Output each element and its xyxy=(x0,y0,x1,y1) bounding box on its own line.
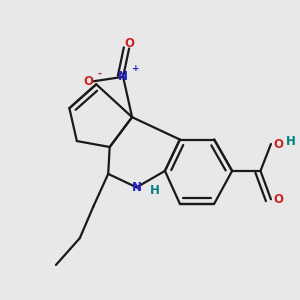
Text: O: O xyxy=(273,193,284,206)
Text: +: + xyxy=(132,64,140,73)
Text: H: H xyxy=(286,134,296,148)
Text: O: O xyxy=(83,75,93,88)
Text: O: O xyxy=(273,137,284,151)
Text: -: - xyxy=(98,69,102,79)
Text: N: N xyxy=(132,181,142,194)
Text: H: H xyxy=(149,184,159,197)
Text: O: O xyxy=(124,37,134,50)
Text: N: N xyxy=(118,70,128,83)
